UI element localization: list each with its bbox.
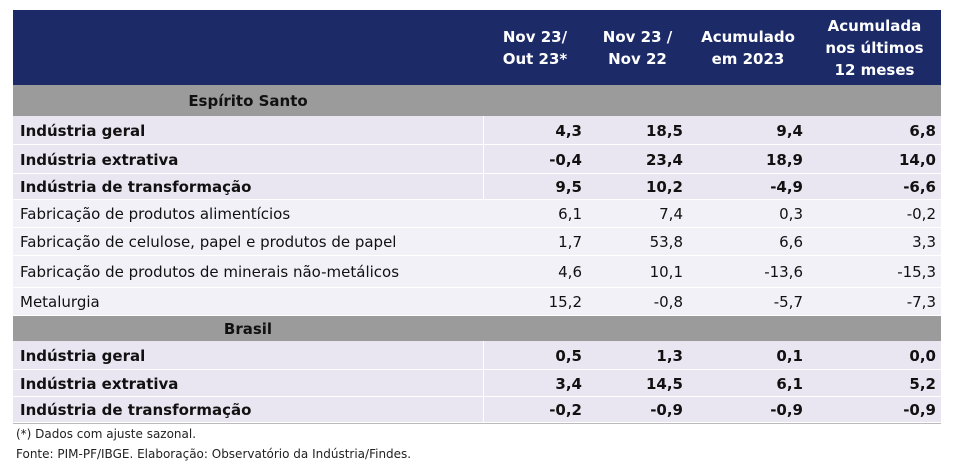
cell-value: -0,9 xyxy=(770,401,803,419)
cell-value: 18,9 xyxy=(765,150,803,169)
row-label: Indústria extrativa xyxy=(20,150,179,169)
row-background xyxy=(13,370,941,397)
cell-value: 18,5 xyxy=(645,121,683,140)
row-background xyxy=(13,256,941,288)
row-background xyxy=(13,228,941,256)
column-divider xyxy=(483,174,484,200)
row-label: Fabricação de produtos alimentícios xyxy=(20,205,291,223)
row-background xyxy=(13,397,941,423)
row-background xyxy=(13,341,941,370)
cell-value: 0,5 xyxy=(555,346,582,365)
header-background xyxy=(13,10,941,85)
row-background xyxy=(13,116,941,145)
row-label: Indústria de transformação xyxy=(20,178,252,196)
cell-value: 6,1 xyxy=(558,205,582,223)
cell-value: 1,7 xyxy=(558,233,582,251)
column-divider xyxy=(483,116,484,145)
cell-value: -0,2 xyxy=(549,401,582,419)
section-band xyxy=(13,85,941,116)
cell-value: 0,3 xyxy=(779,205,803,223)
section-title: Brasil xyxy=(223,319,273,338)
row-label: Indústria de transformação xyxy=(20,401,252,419)
cell-value: 6,6 xyxy=(779,233,803,251)
row-background xyxy=(13,288,941,316)
cell-value: -0,4 xyxy=(549,150,582,169)
column-divider xyxy=(483,370,484,397)
cell-value: 23,4 xyxy=(645,150,683,169)
row-label: Fabricação de celulose, papel e produtos… xyxy=(20,233,397,251)
footnote: (*) Dados com ajuste sazonal. xyxy=(16,427,197,441)
cell-value: 9,4 xyxy=(776,121,803,140)
cell-value: 10,1 xyxy=(649,263,683,281)
table-bottom-rule xyxy=(13,423,941,424)
cell-value: -13,6 xyxy=(764,263,803,281)
cell-value: 14,5 xyxy=(645,374,683,393)
cell-value: 0,1 xyxy=(776,346,803,365)
footnote: Fonte: PIM-PF/IBGE. Elaboração: Observat… xyxy=(16,447,412,461)
cell-value: -5,7 xyxy=(773,293,803,311)
cell-value: -15,3 xyxy=(897,263,936,281)
cell-value: 15,2 xyxy=(548,293,582,311)
cell-value: 3,4 xyxy=(555,374,582,393)
row-label: Metalurgia xyxy=(20,293,100,311)
column-header: Acumulada nos últimos 12 meses xyxy=(825,16,924,79)
section-title: Espírito Santo xyxy=(188,91,308,110)
row-label: Indústria geral xyxy=(20,346,146,365)
column-divider xyxy=(483,145,484,174)
cell-value: 3,3 xyxy=(912,233,936,251)
row-background xyxy=(13,174,941,200)
cell-value: 14,0 xyxy=(898,150,936,169)
cell-value: -0,9 xyxy=(650,401,683,419)
cell-value: 4,3 xyxy=(555,121,582,140)
row-background xyxy=(13,145,941,174)
cell-value: 53,8 xyxy=(649,233,683,251)
cell-value: 4,6 xyxy=(558,263,582,281)
cell-value: -0,2 xyxy=(906,205,936,223)
row-background xyxy=(13,200,941,228)
column-header: Nov 23 / Nov 22 xyxy=(602,27,673,68)
cell-value: -0,8 xyxy=(653,293,683,311)
cell-value: 5,2 xyxy=(909,374,936,393)
column-divider xyxy=(483,341,484,370)
cell-value: 1,3 xyxy=(656,346,683,365)
row-label: Indústria geral xyxy=(20,121,146,140)
cell-value: 7,4 xyxy=(659,205,683,223)
row-label: Fabricação de produtos de minerais não-m… xyxy=(20,263,400,281)
cell-value: 6,1 xyxy=(776,374,803,393)
row-label: Indústria extrativa xyxy=(20,374,179,393)
cell-value: -6,6 xyxy=(903,178,936,196)
column-divider xyxy=(483,397,484,423)
cell-value: 9,5 xyxy=(555,178,582,196)
cell-value: 6,8 xyxy=(909,121,936,140)
cell-value: 0,0 xyxy=(909,346,936,365)
cell-value: -0,9 xyxy=(903,401,936,419)
cell-value: -4,9 xyxy=(770,178,803,196)
cell-value: 10,2 xyxy=(645,178,683,196)
cell-value: -7,3 xyxy=(906,293,936,311)
column-header: Acumulado em 2023 xyxy=(701,27,795,68)
section-band xyxy=(13,316,941,341)
column-header: Nov 23/ Out 23* xyxy=(502,27,568,68)
